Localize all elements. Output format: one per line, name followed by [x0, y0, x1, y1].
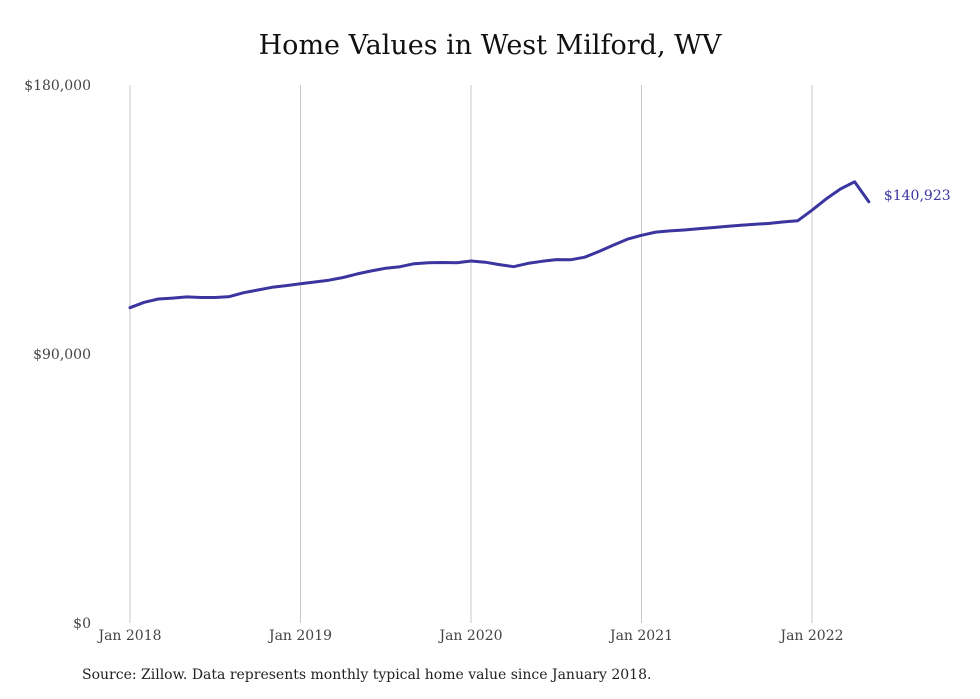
grid-lines	[129, 85, 813, 623]
x-tick-label: Jan 2020	[437, 628, 502, 644]
chart-title: Home Values in West Milford, WV	[258, 30, 722, 61]
x-tick-label: Jan 2022	[778, 628, 843, 644]
end-value-label: $140,923	[884, 188, 951, 204]
x-tick-label: Jan 2018	[96, 628, 161, 644]
source-note: Source: Zillow. Data represents monthly …	[82, 667, 652, 683]
series-line	[128, 180, 871, 310]
series-group: $140,923	[128, 180, 951, 310]
y-tick-label: $90,000	[33, 347, 91, 363]
y-axis-labels: $0 $90,000 $180,000	[24, 78, 91, 632]
y-tick-label: $0	[73, 616, 91, 632]
x-tick-label: Jan 2021	[608, 628, 673, 644]
y-tick-label: $180,000	[24, 78, 91, 94]
x-axis-labels: Jan 2018 Jan 2019 Jan 2020 Jan 2021 Jan 2022	[96, 628, 843, 644]
x-tick-label: Jan 2019	[267, 628, 332, 644]
